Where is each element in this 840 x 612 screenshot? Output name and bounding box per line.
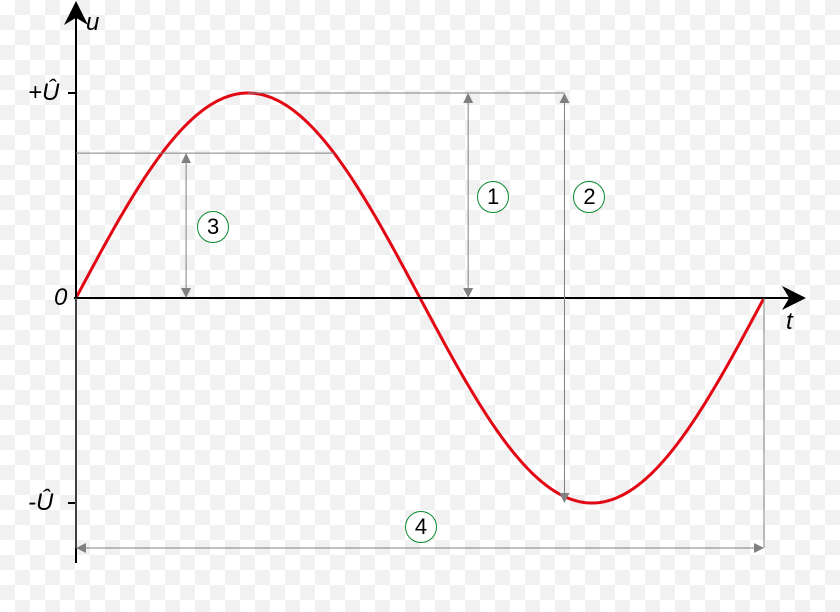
sine-wave-diagram: u t 0 +Û -Û 1 2 3 4 (0, 0, 840, 612)
marker-2: 2 (573, 181, 605, 213)
origin-label: 0 (54, 284, 67, 312)
x-axis-label: t (786, 308, 793, 336)
marker-3: 3 (197, 211, 229, 243)
marker-2-label: 2 (583, 184, 595, 210)
marker-1-label: 1 (487, 184, 499, 210)
peak-negative-label: -Û (28, 489, 53, 517)
marker-3-label: 3 (207, 214, 219, 240)
marker-4-label: 4 (415, 514, 427, 540)
marker-4: 4 (405, 511, 437, 543)
y-axis-label: u (86, 9, 99, 37)
marker-1: 1 (477, 181, 509, 213)
peak-positive-label: +Û (28, 79, 59, 107)
